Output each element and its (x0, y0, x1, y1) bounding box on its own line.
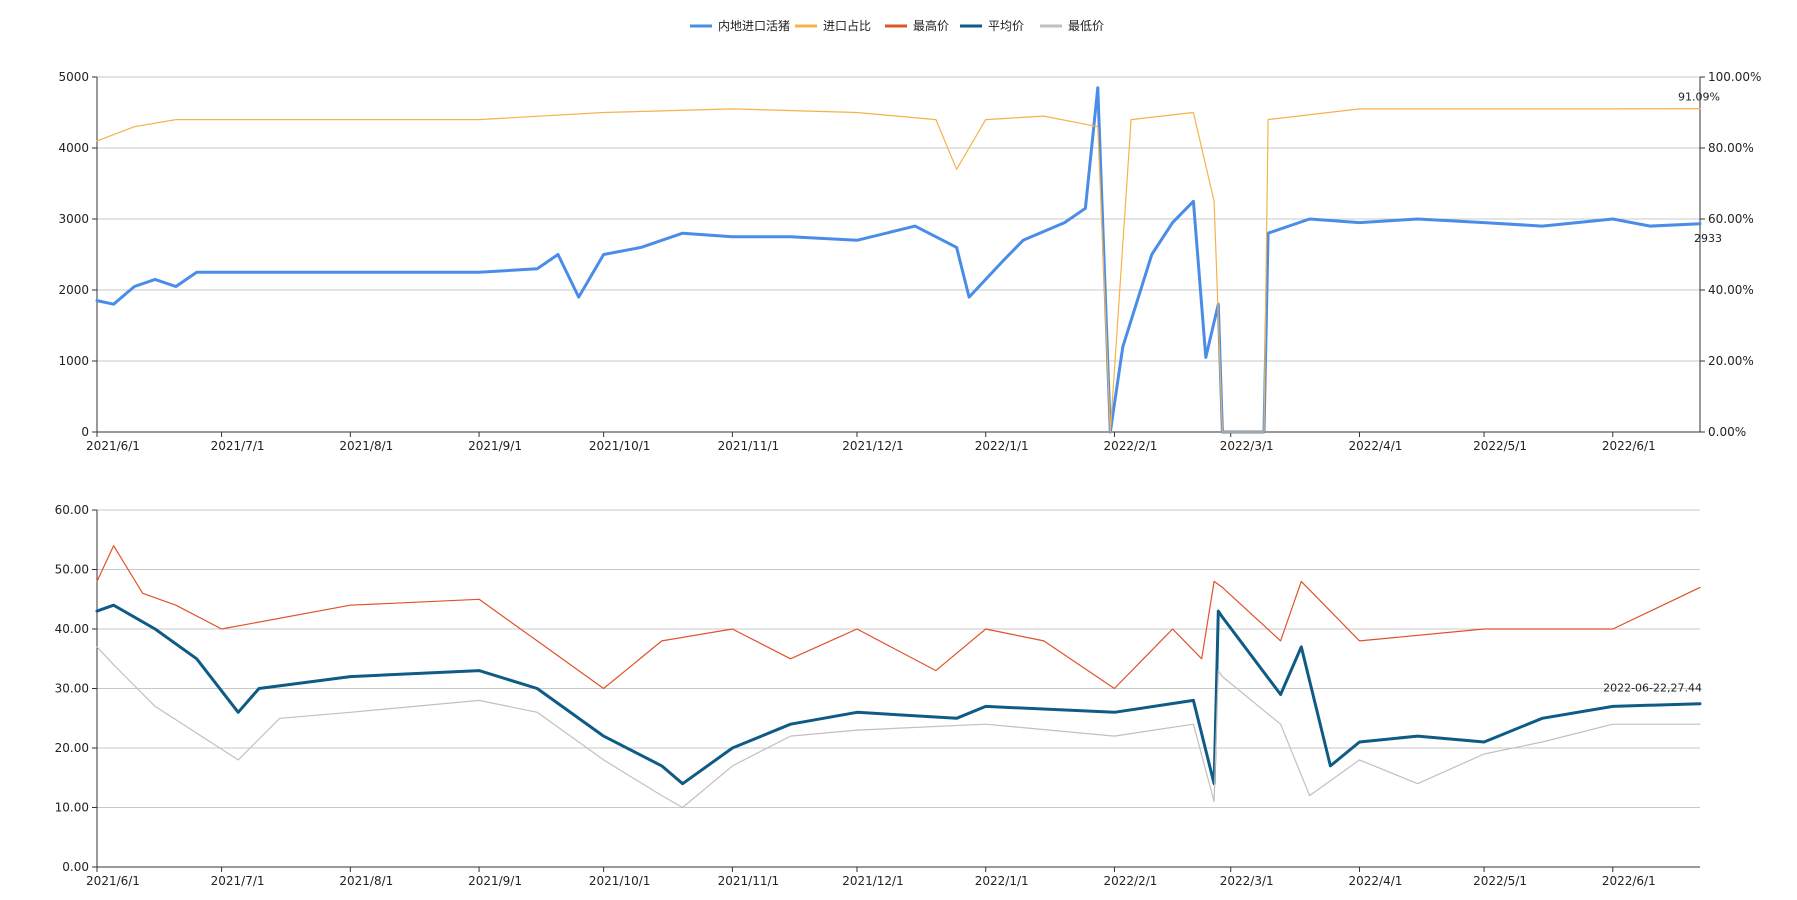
x-tick-label: 2021/10/1 (589, 874, 651, 888)
x-tick-label: 2022/1/1 (975, 874, 1029, 888)
x-tick-label: 2021/7/1 (211, 874, 265, 888)
x-tick-label: 2022/6/1 (1602, 874, 1656, 888)
y-right-tick-label: 80.00% (1708, 141, 1754, 155)
y-tick-label: 5000 (58, 70, 89, 84)
y-tick-label: 20.00 (55, 741, 89, 755)
y-tick-label: 1000 (58, 354, 89, 368)
y-tick-label: 3000 (58, 212, 89, 226)
chart-panel-1: 0 1000 2000 3000 4000 5000 0.00% 20.00% 40.00% 60… (58, 70, 1761, 453)
x-tick-label: 2021/8/1 (339, 874, 393, 888)
x-tick-label: 2021/11/1 (718, 874, 780, 888)
y-tick-label: 0.00 (62, 860, 89, 874)
y-right-tick-label: 60.00% (1708, 212, 1754, 226)
x-tick-label: 2022/3/1 (1220, 874, 1274, 888)
x-tick-label: 2022/5/1 (1473, 874, 1527, 888)
x-tick-label: 2022/4/1 (1349, 874, 1403, 888)
series-1-1 (95, 86, 1702, 434)
legend-label-2: 最高价 (913, 18, 949, 33)
x-tick-label: 2022/1/1 (975, 439, 1029, 453)
x-tick-label: 2022/2/1 (1103, 439, 1157, 453)
x-tick-label: 2021/10/1 (589, 439, 651, 453)
y-tick-label: 4000 (58, 141, 89, 155)
x-tick-label: 2021/9/1 (468, 439, 522, 453)
y-right-tick-label: 20.00% (1708, 354, 1754, 368)
legend-label-3: 平均价 (988, 19, 1024, 33)
x-tick-label: 2022/4/1 (1349, 439, 1403, 453)
x-tick-label: 2021/7/1 (211, 439, 265, 453)
x-tick-label: 2021/6/1 (86, 439, 140, 453)
x-tick-label: 2021/8/1 (339, 439, 393, 453)
chart-panel-2: 0.00 10.00 20.00 30.00 40.00 50.00 60.00 2021/6… (55, 503, 1702, 888)
y-right-tick-label: 40.00% (1708, 283, 1754, 297)
y-right-tick-label: 100.00% (1708, 70, 1761, 84)
x-tick-label: 2021/11/1 (718, 439, 780, 453)
series-1-2 (96, 108, 1701, 433)
series-2-2 (95, 603, 1702, 786)
series-2-1 (96, 545, 1701, 690)
x-tick-label: 2021/6/1 (86, 874, 140, 888)
y-tick-label: 50.00 (55, 563, 89, 577)
x-tick-label: 2022/3/1 (1220, 439, 1274, 453)
x-tick-label: 2021/12/1 (842, 874, 904, 888)
annotation-ratio: 91.09% (1678, 91, 1720, 104)
y-tick-label: 2000 (58, 283, 89, 297)
legend-label-1: 进口占比 (823, 18, 871, 33)
y-tick-label: 60.00 (55, 503, 89, 517)
legend-label-0: 内地进口活猪 (718, 19, 790, 33)
x-tick-label: 2022/2/1 (1103, 874, 1157, 888)
x-tick-label: 2021/12/1 (842, 439, 904, 453)
legend-label-4: 最低价 (1068, 19, 1104, 33)
x-tick-label: 2022/5/1 (1473, 439, 1527, 453)
series-2-3 (96, 646, 1701, 809)
x-tick-label: 2021/9/1 (468, 874, 522, 888)
annotation-avg: 2022-06-22,27.44 (1603, 682, 1702, 695)
y-tick-label: 30.00 (55, 682, 89, 696)
y-tick-label: 10.00 (55, 801, 89, 815)
y-right-tick-label: 0.00% (1708, 425, 1746, 439)
x-tick-label: 2022/6/1 (1602, 439, 1656, 453)
y-tick-label: 0 (81, 425, 89, 439)
annotation-2933: 2933 (1694, 232, 1722, 245)
y-tick-label: 40.00 (55, 622, 89, 636)
